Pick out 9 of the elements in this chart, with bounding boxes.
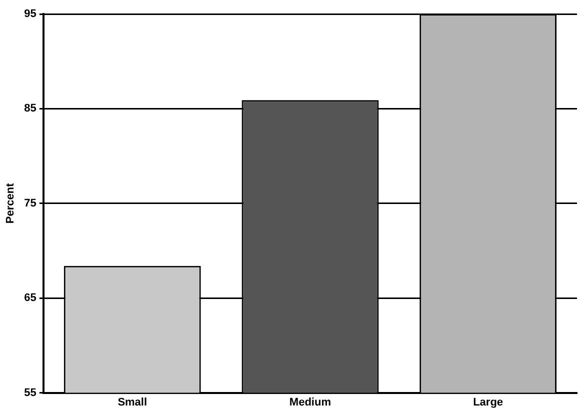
x-tick-label: Medium	[289, 396, 332, 408]
x-tick-label: Large	[473, 396, 504, 408]
y-tick-label: 85	[24, 102, 36, 115]
y-tick-label: 95	[24, 8, 36, 20]
y-axis-title: Percent	[4, 182, 17, 224]
x-tick-label: Small	[118, 396, 148, 408]
y-tick-label: 55	[24, 386, 36, 399]
y-tick-label: 65	[24, 292, 36, 304]
y-tick-label: 75	[24, 197, 36, 210]
